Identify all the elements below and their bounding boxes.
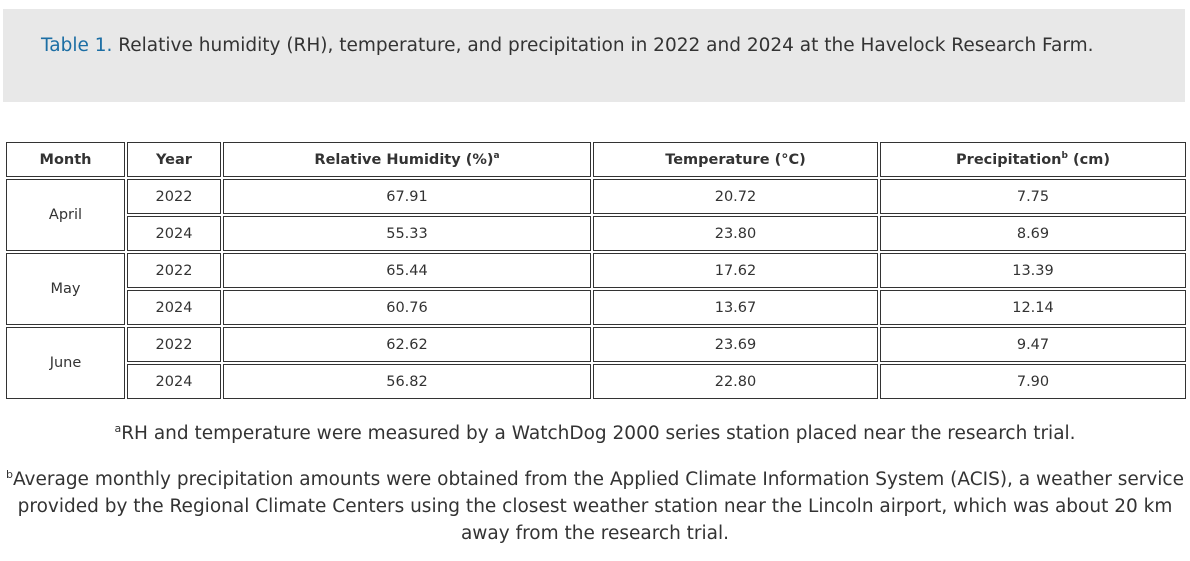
temperature-cell: 23.69 [593, 327, 878, 362]
temperature-cell: 13.67 [593, 290, 878, 325]
temperature-cell: 20.72 [593, 179, 878, 214]
header-temperature: Temperature (°C) [593, 142, 878, 177]
rh-cell: 56.82 [223, 364, 591, 399]
table-row: 2024 56.82 22.80 7.90 [6, 364, 1186, 399]
year-cell: 2022 [127, 253, 221, 288]
precipitation-cell: 7.90 [880, 364, 1186, 399]
temperature-cell: 22.80 [593, 364, 878, 399]
header-precipitation: Precipitationb (cm) [880, 142, 1186, 177]
temperature-cell: 23.80 [593, 216, 878, 251]
temperature-cell: 17.62 [593, 253, 878, 288]
header-precip-text: Precipitation [956, 151, 1062, 168]
rh-cell: 60.76 [223, 290, 591, 325]
footnote-a-mark: a [114, 421, 122, 435]
rh-cell: 62.62 [223, 327, 591, 362]
year-cell: 2024 [127, 290, 221, 325]
climate-table: Month Year Relative Humidity (%)a Temper… [4, 140, 1188, 401]
month-cell: June [6, 327, 125, 399]
table-row: April 2022 67.91 20.72 7.75 [6, 179, 1186, 251]
footnote-marker-a: a [493, 150, 500, 161]
header-year: Year [127, 142, 221, 177]
precipitation-cell: 8.69 [880, 216, 1186, 251]
month-cell: May [6, 253, 125, 325]
precipitation-cell: 9.47 [880, 327, 1186, 362]
footnote-marker-b: b [1061, 150, 1068, 161]
footnote-b-mark: b [5, 467, 13, 481]
precipitation-cell: 7.75 [880, 179, 1186, 214]
table-row: May 2022 65.44 17.62 13.39 [6, 253, 1186, 325]
header-row: Month Year Relative Humidity (%)a Temper… [6, 142, 1186, 177]
header-month: Month [6, 142, 125, 177]
table-footnotes: aRH and temperature were measured by a W… [0, 420, 1190, 547]
year-cell: 2024 [127, 364, 221, 399]
rh-cell: 67.91 [223, 179, 591, 214]
footnote-a-text: RH and temperature were measured by a Wa… [121, 423, 1076, 444]
year-cell: 2024 [127, 216, 221, 251]
table-caption: Table 1. Relative humidity (RH), tempera… [3, 9, 1185, 102]
precipitation-cell: 12.14 [880, 290, 1186, 325]
footnote-a: aRH and temperature were measured by a W… [0, 420, 1190, 447]
year-cell: 2022 [127, 327, 221, 362]
table-row: June 2022 62.62 23.69 9.47 [6, 327, 1186, 399]
header-relative-humidity: Relative Humidity (%)a [223, 142, 591, 177]
table-row: 2024 55.33 23.80 8.69 [6, 216, 1186, 251]
footnote-b: bAverage monthly precipitation amounts w… [0, 466, 1190, 547]
table-row: 2024 60.76 13.67 12.14 [6, 290, 1186, 325]
caption-label: Table 1. [41, 35, 113, 56]
header-rh-text: Relative Humidity (%) [314, 151, 494, 168]
precipitation-cell: 13.39 [880, 253, 1186, 288]
year-cell: 2022 [127, 179, 221, 214]
rh-cell: 55.33 [223, 216, 591, 251]
rh-cell: 65.44 [223, 253, 591, 288]
caption-text: Relative humidity (RH), temperature, and… [112, 35, 1094, 56]
header-precip-unit: (cm) [1067, 151, 1110, 168]
month-cell: April [6, 179, 125, 251]
footnote-b-text: Average monthly precipitation amounts we… [12, 469, 1184, 544]
